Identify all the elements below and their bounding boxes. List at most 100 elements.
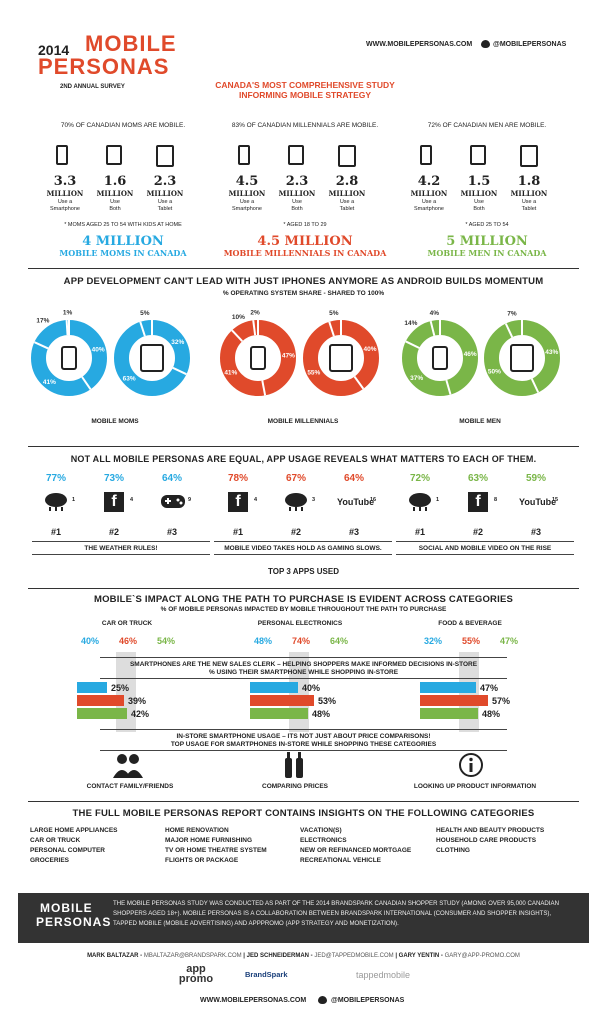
app-caption: MOBILE VIDEO TAKES HOLD AS GAMING SLOWS. xyxy=(214,541,392,555)
slice-label-apple: 41% xyxy=(43,379,56,386)
phone-tablet-icon xyxy=(288,145,304,165)
persona-total-sub: MOBILE MILLENNIALS IN CANADA xyxy=(223,248,387,258)
stat-desc-2: Smartphone xyxy=(414,206,444,212)
weather-icon xyxy=(284,492,308,512)
stat-desc-2: Smartphone xyxy=(232,206,262,212)
sales-clerk-banner: SMARTPHONES ARE THE NEW SALES CLERK – HE… xyxy=(100,657,507,679)
instore-bar xyxy=(77,695,124,706)
about-text: THE MOBILE PERSONAS STUDY WAS CONDUCTED … xyxy=(113,900,559,927)
report-category: PERSONAL COMPUTER xyxy=(30,847,105,854)
category-value: 32% xyxy=(423,636,442,646)
about-panel: MOBILE PERSONAS THE MOBILE PERSONAS STUD… xyxy=(18,893,589,943)
slice-label-android: 40% xyxy=(363,346,376,353)
app-percent: 78% xyxy=(227,473,248,484)
contact-email[interactable]: MBALTAZAR@BRANDSPARK.COM xyxy=(143,953,242,959)
category-value: 48% xyxy=(253,636,272,646)
phone-icon xyxy=(61,346,77,370)
rank-change: 1 xyxy=(436,497,440,503)
bottles-icon xyxy=(285,752,303,778)
persona-total-sub: MOBILE MOMS IN CANADA xyxy=(59,248,187,258)
contacts-line: MARK BALTAZAR - MBALTAZAR@BRANDSPARK.COM… xyxy=(87,953,520,959)
usage-banner: IN-STORE SMARTPHONE USAGE – ITS NOT JUST… xyxy=(100,729,507,751)
app-percent: 73% xyxy=(103,473,124,484)
persona-total: 4.5 MILLION xyxy=(257,234,353,249)
slice-divider xyxy=(34,341,49,350)
rank-change: 3 xyxy=(312,497,316,503)
sales-clerk-text: SMARTPHONES ARE THE NEW SALES CLERK – HE… xyxy=(129,661,478,668)
phone-icon xyxy=(432,346,448,370)
slice-divider xyxy=(252,320,257,336)
stat-unit: MILLION xyxy=(510,189,548,198)
slice-divider xyxy=(405,340,420,349)
tappedmobile-logo: tappedmobile xyxy=(356,970,411,980)
smartphone-icon xyxy=(238,145,250,165)
app-rank: #2 xyxy=(472,527,483,537)
stat-unit: MILLION xyxy=(228,189,266,198)
slice-divider xyxy=(429,320,436,336)
phone-tablet-icon xyxy=(106,145,122,165)
facebook-icon: f xyxy=(468,492,488,512)
website-link[interactable]: WWW.MOBILEPERSONAS.COM xyxy=(366,41,473,48)
slice-label-blackberry: 10% xyxy=(232,314,245,321)
tablet-icon xyxy=(140,344,164,372)
instore-bar-label: 42% xyxy=(131,709,150,719)
app-percent: 64% xyxy=(161,473,182,484)
slice-label-android: 46% xyxy=(464,351,477,358)
youtube-icon: YouTube xyxy=(519,497,557,507)
os-label-moms: MOBILE MOMS xyxy=(91,418,139,425)
persona-silhouette xyxy=(78,112,148,232)
slice-divider xyxy=(139,321,146,337)
instore-bar-label: 40% xyxy=(302,683,321,693)
persona-total: 4 MILLION xyxy=(82,234,164,249)
stat-unit: MILLION xyxy=(460,189,498,198)
purchase-title: MOBILE`S IMPACT ALONG THE PATH TO PURCHA… xyxy=(93,594,514,605)
usage-info: LOOKING UP PRODUCT INFORMATION xyxy=(413,783,537,790)
contact-email[interactable]: JED@TAPPEDMOBILE.COM xyxy=(314,953,394,959)
instore-bar-label: 25% xyxy=(111,683,130,693)
twitter-handle[interactable]: @MOBILEPERSONAS xyxy=(493,41,567,48)
report-category: TV OR HOME THEATRE SYSTEM xyxy=(165,847,267,854)
report-category: GROCERIES xyxy=(30,857,70,864)
footer-website[interactable]: WWW.MOBILEPERSONAS.COM xyxy=(200,997,307,1004)
stat-value: 4.5 xyxy=(235,174,259,189)
stat-value: 2.3 xyxy=(153,174,177,189)
instore-bar xyxy=(420,708,478,719)
smartphone-icon xyxy=(420,145,432,165)
stat-desc-1: Use a xyxy=(239,199,255,205)
instore-bar xyxy=(77,708,127,719)
stat-unit: MILLION xyxy=(278,189,316,198)
instore-bar xyxy=(420,695,488,706)
phone-icon xyxy=(250,346,266,370)
stat-desc-2: Both xyxy=(109,206,121,212)
sales-clerk-sub: % USING THEIR SMARTPHONE WHILE SHOPPING … xyxy=(208,669,399,676)
footer-twitter[interactable]: @MOBILEPERSONAS xyxy=(331,997,405,1004)
footer-logo-top: MOBILE xyxy=(40,901,93,915)
report-category: HOUSEHOLD CARE PRODUCTS xyxy=(436,837,537,844)
slice-divider xyxy=(65,320,69,336)
slice-divider xyxy=(172,366,187,376)
report-category: HOME RENOVATION xyxy=(165,827,229,834)
persona-silhouette xyxy=(260,112,330,232)
os-title: APP DEVELOPMENT CAN'T LEAD WITH JUST IPH… xyxy=(63,276,544,287)
persona-note: * MOMS AGED 25 TO 54 WITH KIDS AT HOME xyxy=(64,222,182,228)
instore-bar xyxy=(420,682,476,693)
apps-footer: TOP 3 APPS USED xyxy=(268,567,339,576)
rank-change: 15 xyxy=(552,497,559,503)
stat-desc-2: Tablet xyxy=(339,206,355,212)
report-category: FLIGHTS OR PACKAGE xyxy=(165,857,239,864)
category-value: 47% xyxy=(499,636,518,646)
apps-title: NOT ALL MOBILE PERSONAS ARE EQUAL, APP U… xyxy=(70,454,537,464)
report-category: CAR OR TRUCK xyxy=(30,837,81,844)
facebook-icon: f xyxy=(228,492,248,512)
report-category: MAJOR HOME FURNISHING xyxy=(165,837,253,844)
usage-banner-text: IN-STORE SMARTPHONE USAGE – ITS NOT JUST… xyxy=(176,733,431,740)
slice-label-android: 40% xyxy=(92,346,105,353)
rank-change: 8 xyxy=(494,497,498,503)
slice-divider xyxy=(81,376,92,390)
instore-bar-label: 48% xyxy=(312,709,331,719)
donut-mobile-men-tablet: 43% 50% 7% xyxy=(484,311,560,396)
youtube-icon: YouTube xyxy=(337,497,375,507)
purchase-subtitle: % OF MOBILE PERSONAS IMPACTED BY MOBILE … xyxy=(160,606,447,613)
persona-intro: 83% OF CANADIAN MILLENNIALS ARE MOBILE. xyxy=(231,122,379,129)
contact-email[interactable]: GARY@APP-PROMO.COM xyxy=(444,953,520,959)
